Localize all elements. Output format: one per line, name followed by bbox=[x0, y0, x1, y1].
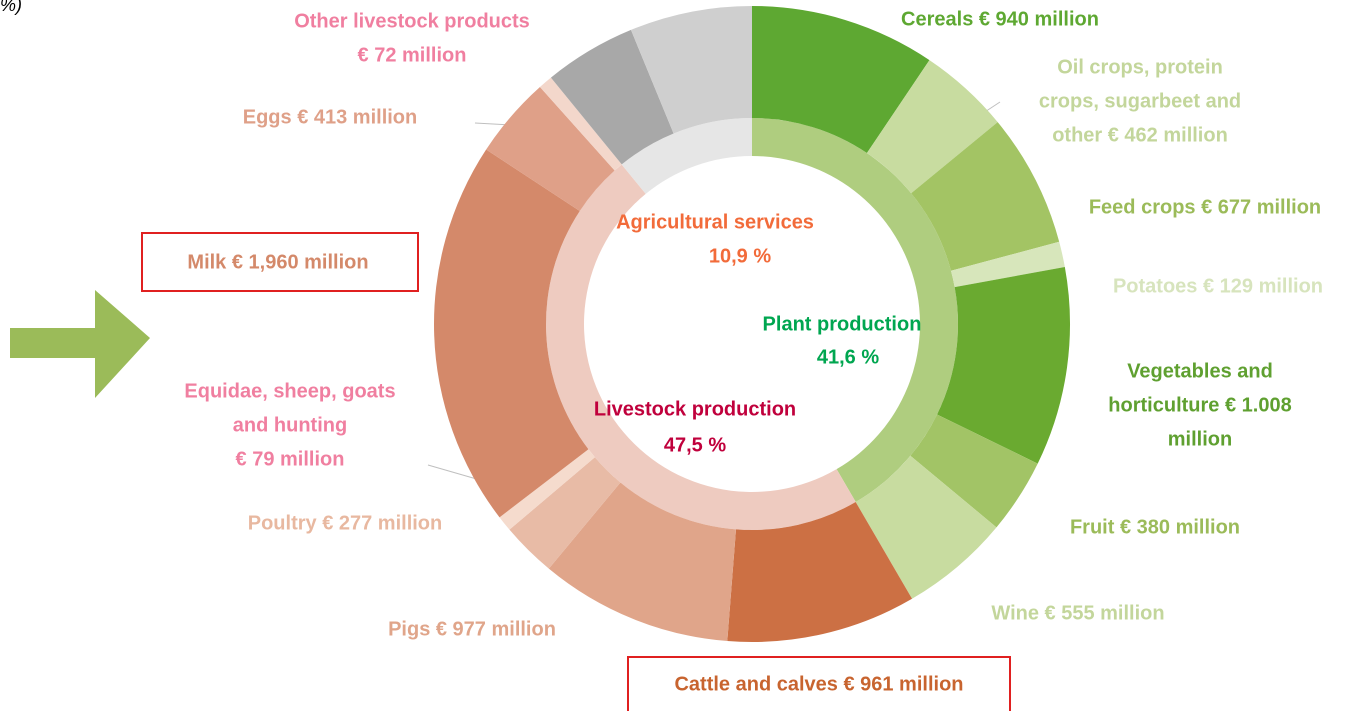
segment-label: crops, sugarbeet and bbox=[1039, 90, 1241, 112]
segment-label: Equidae, sheep, goats bbox=[184, 380, 395, 402]
segment-label: Other livestock products bbox=[294, 10, 530, 32]
segment-label: other € 462 million bbox=[1052, 124, 1228, 146]
segment-label: Vegetables and bbox=[1127, 360, 1273, 382]
segment-label: Pigs € 977 million bbox=[388, 618, 556, 640]
segment-label: Milk € 1,960 million bbox=[187, 251, 368, 273]
segment bbox=[866, 60, 998, 194]
segment bbox=[499, 449, 595, 530]
segment-label: million bbox=[1168, 428, 1232, 450]
segment bbox=[434, 149, 589, 518]
segment bbox=[630, 6, 752, 134]
cropped-text: %) bbox=[0, 0, 22, 15]
segment bbox=[752, 118, 959, 502]
arrow bbox=[10, 290, 150, 398]
segment bbox=[548, 482, 736, 642]
segment bbox=[950, 241, 1065, 288]
segment-label: horticulture € 1.008 bbox=[1108, 394, 1291, 416]
segment-label: Cattle and calves € 961 million bbox=[674, 673, 963, 695]
segment bbox=[545, 164, 856, 531]
segment bbox=[855, 455, 997, 599]
segment-label: € 79 million bbox=[236, 448, 345, 470]
segment-label: Cereals € 940 million bbox=[901, 8, 1099, 30]
segment-label: Oil crops, protein bbox=[1057, 56, 1223, 78]
segment-label: Plant production bbox=[763, 313, 922, 335]
segment bbox=[752, 6, 930, 154]
segment-label: Feed crops € 677 million bbox=[1089, 196, 1321, 218]
segment bbox=[727, 502, 913, 642]
segment-label: Eggs € 413 million bbox=[243, 106, 418, 128]
segment-label: Wine € 555 million bbox=[991, 602, 1164, 624]
segment-label: Poultry € 277 million bbox=[248, 512, 443, 534]
segment bbox=[911, 122, 1060, 271]
segment bbox=[539, 77, 622, 171]
segment bbox=[910, 414, 1038, 528]
segment-label: and hunting bbox=[233, 414, 347, 436]
value-label: 10,9 % bbox=[709, 245, 771, 267]
segment-label: Potatoes € 129 million bbox=[1113, 275, 1323, 297]
segment bbox=[509, 457, 621, 569]
segment-label: Agricultural services bbox=[616, 211, 814, 233]
segment bbox=[486, 87, 615, 211]
segment bbox=[937, 266, 1070, 464]
value-label: 47,5 % bbox=[664, 434, 726, 456]
segment-label: Fruit € 380 million bbox=[1070, 516, 1240, 538]
segment-label: € 72 million bbox=[358, 44, 467, 66]
value-label: 41,6 % bbox=[817, 346, 879, 368]
highlight-box bbox=[141, 232, 419, 292]
highlight-box bbox=[627, 656, 1011, 711]
segment-label: Livestock production bbox=[594, 398, 796, 420]
segment bbox=[550, 29, 674, 165]
segment bbox=[621, 118, 752, 194]
